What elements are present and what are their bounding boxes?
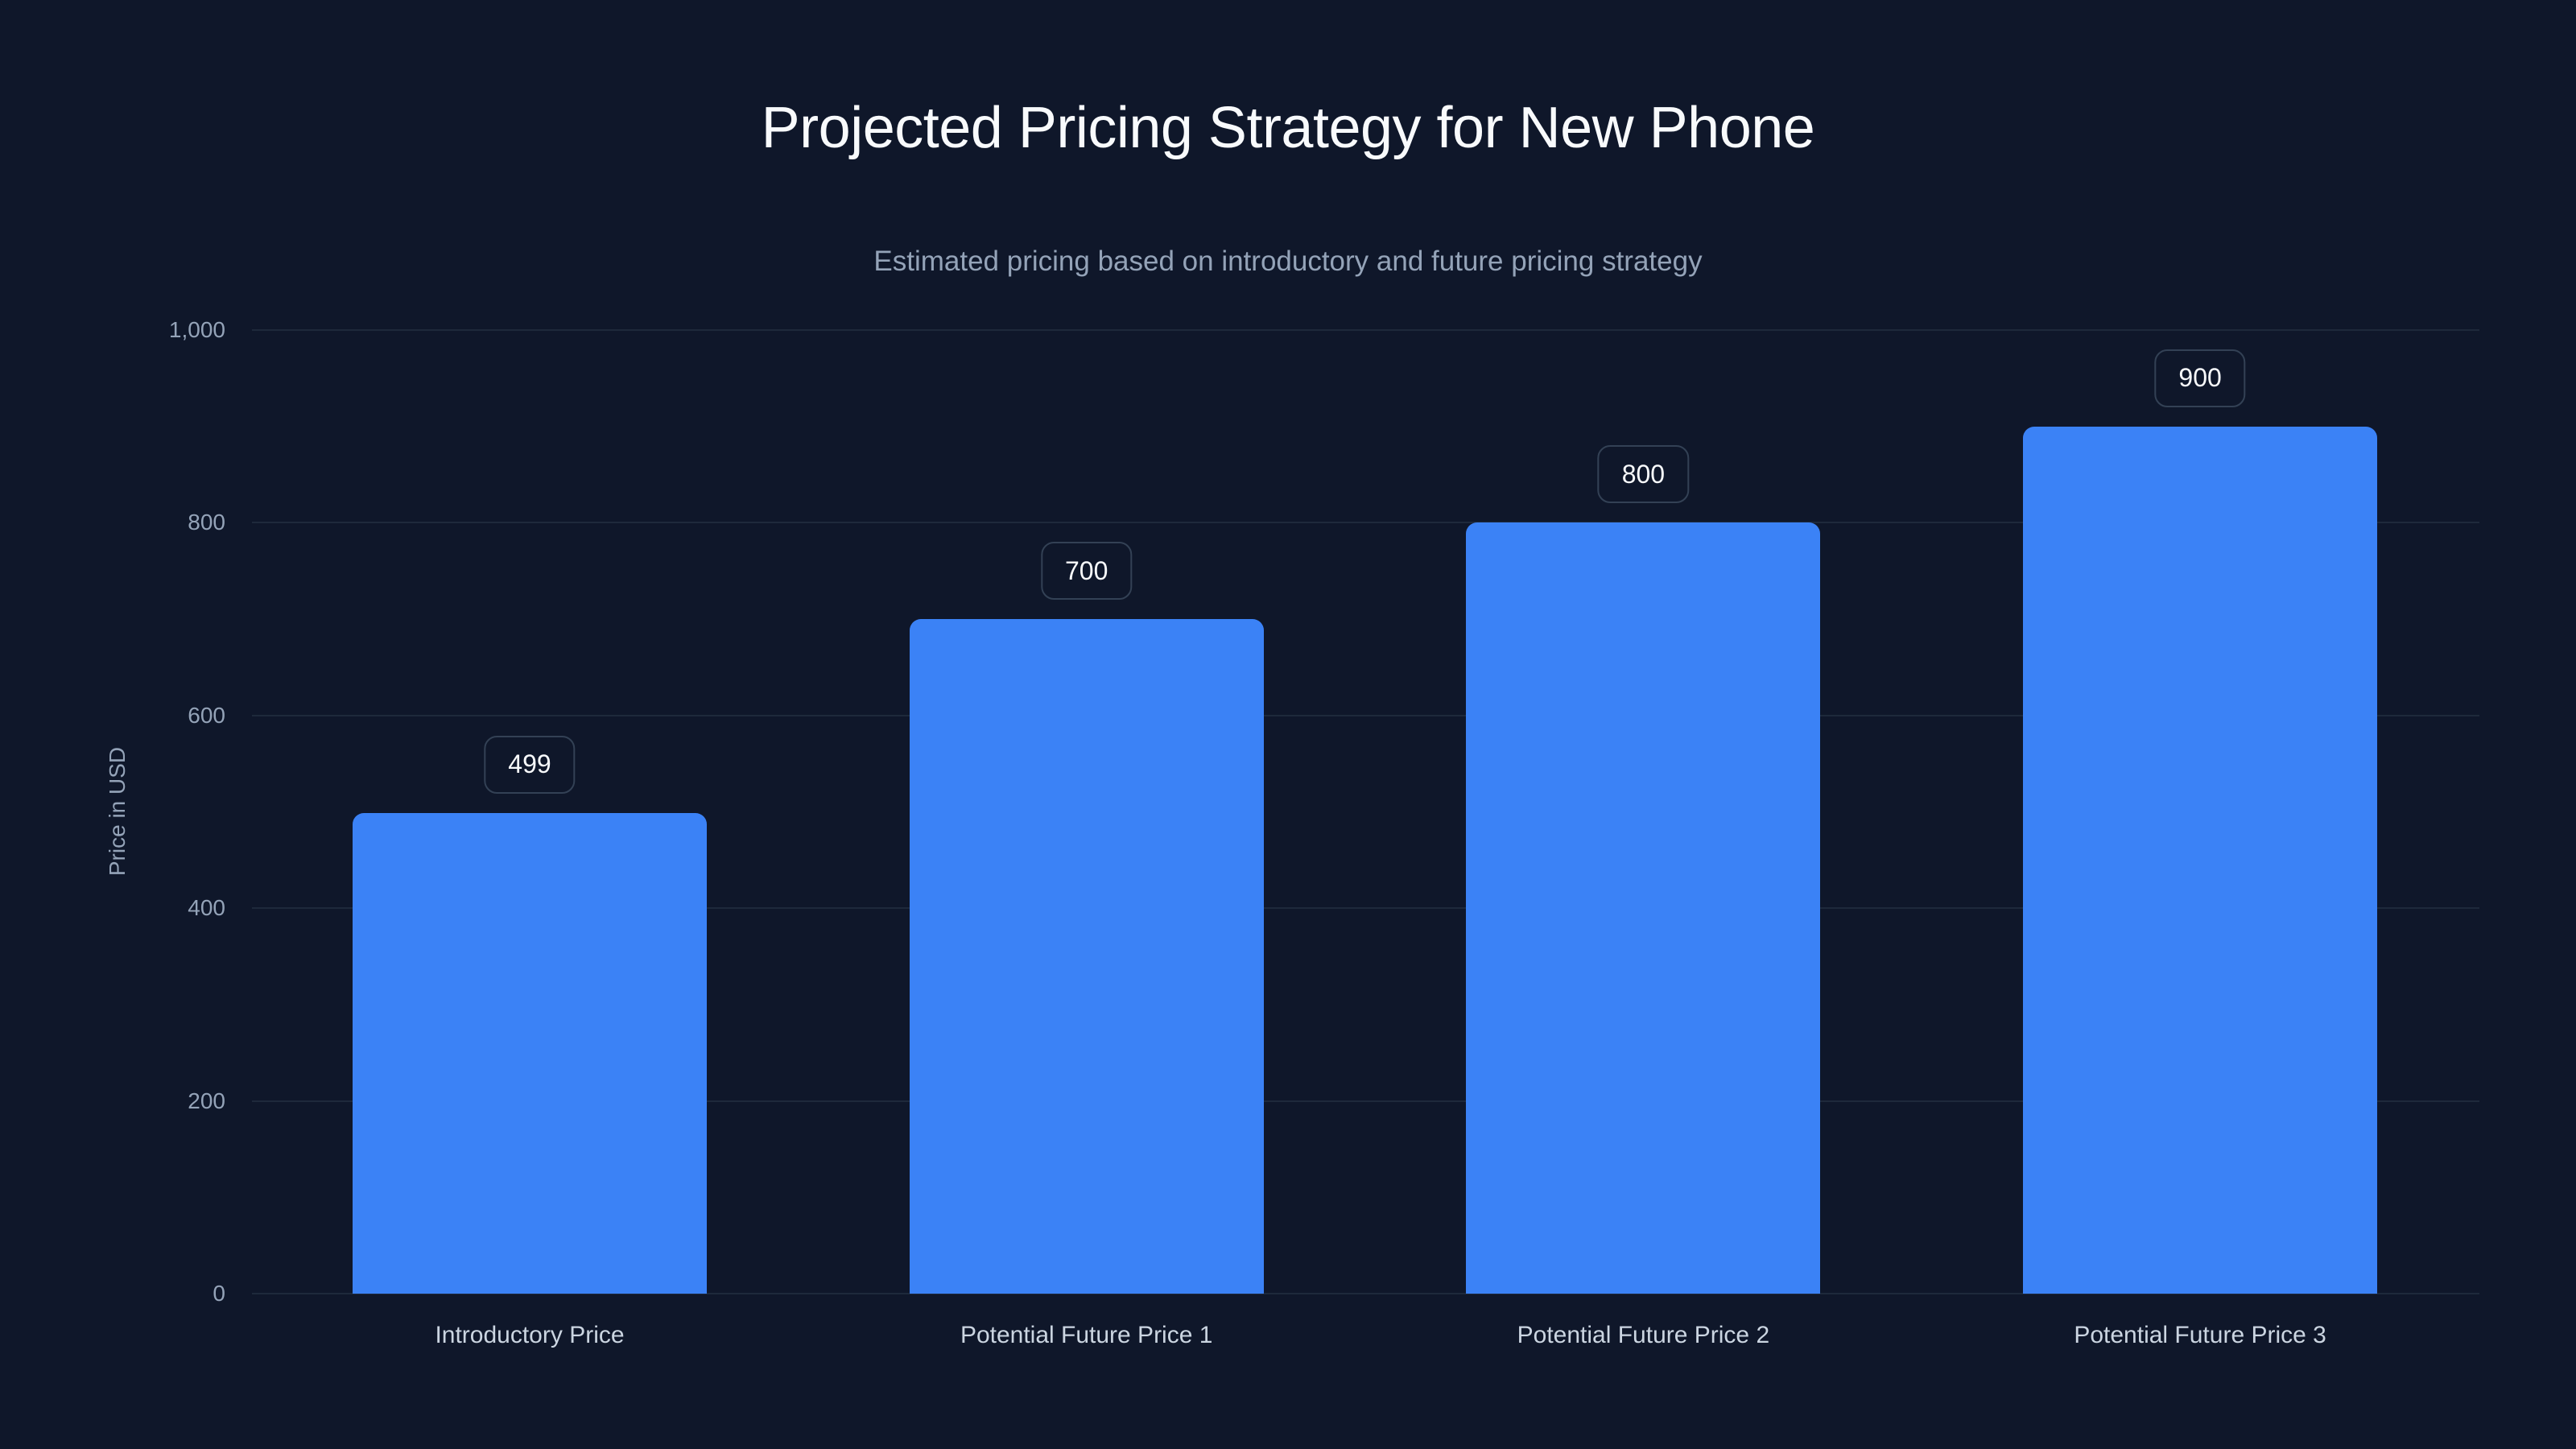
y-axis-label: Price in USD (105, 746, 130, 877)
x-tick-label: Potential Future Price 3 (2074, 1322, 2326, 1348)
data-label: 800 (1597, 445, 1690, 504)
y-tick-label: 400 (188, 895, 225, 921)
bar[interactable] (1466, 522, 1821, 1294)
data-label: 499 (484, 735, 576, 794)
gridline (252, 522, 2479, 524)
x-tick-label: Introductory Price (435, 1322, 625, 1348)
y-tick-label: 800 (188, 510, 225, 535)
gridline (252, 1293, 2479, 1294)
gridline (252, 714, 2479, 716)
gridline (252, 1100, 2479, 1102)
x-tick-label: Potential Future Price 2 (1517, 1322, 1770, 1348)
bar[interactable] (909, 619, 1264, 1294)
x-tick-label: Potential Future Price 1 (960, 1322, 1213, 1348)
chart-subtitle: Estimated pricing based on introductory … (873, 246, 1703, 277)
bar[interactable] (353, 812, 707, 1294)
chart-title: Projected Pricing Strategy for New Phone (761, 96, 1815, 160)
y-tick-label: 600 (188, 702, 225, 728)
data-label: 700 (1040, 542, 1133, 601)
y-tick-label: 200 (188, 1088, 225, 1113)
bar[interactable] (2023, 426, 2378, 1294)
y-tick-label: 0 (213, 1281, 225, 1306)
gridline (252, 907, 2479, 910)
y-tick-label: 1,000 (168, 317, 225, 342)
data-label: 900 (2154, 349, 2246, 407)
gridline (252, 329, 2479, 331)
